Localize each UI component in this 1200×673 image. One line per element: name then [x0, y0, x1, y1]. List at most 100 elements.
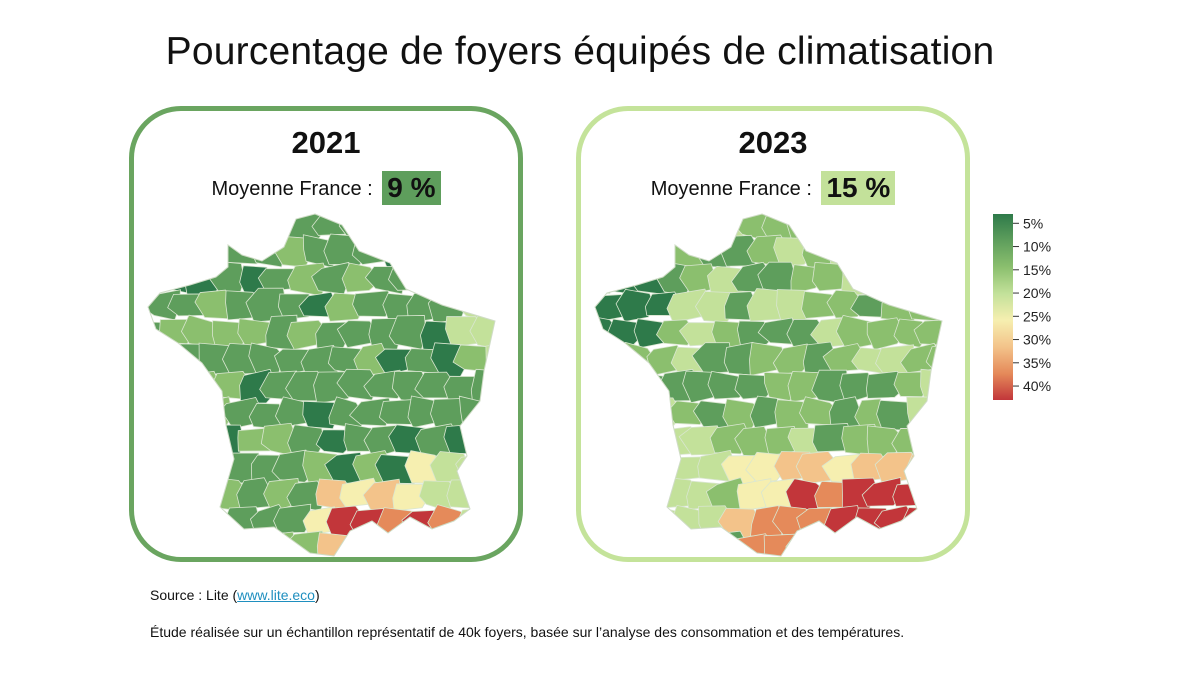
department-region	[155, 374, 195, 401]
department-region	[186, 214, 222, 240]
department-region	[855, 237, 893, 266]
department-region	[595, 425, 616, 457]
department-region	[929, 289, 942, 323]
department-region	[376, 507, 415, 536]
department-region	[194, 450, 233, 486]
department-region	[595, 214, 619, 241]
department-region	[861, 261, 902, 295]
year-label: 2023	[738, 125, 808, 160]
department-region	[682, 537, 721, 556]
department-region	[889, 214, 929, 239]
department-region	[419, 531, 455, 556]
department-region	[626, 534, 667, 556]
department-region	[259, 531, 297, 556]
department-region	[316, 532, 357, 556]
department-region	[469, 477, 495, 511]
department-region	[834, 534, 882, 556]
source-prefix: Source : Lite (	[150, 587, 238, 603]
department-region	[630, 214, 671, 241]
department-region	[273, 503, 312, 534]
color-legend: 5% 10% 15% 20% 25% 30% 35% 40%	[993, 214, 1051, 400]
department-region	[629, 423, 669, 456]
department-region	[605, 479, 644, 513]
department-region	[154, 477, 200, 511]
department-region	[915, 424, 942, 458]
department-region	[429, 451, 472, 484]
department-region	[442, 214, 483, 240]
department-region	[169, 504, 212, 536]
department-region	[606, 369, 646, 403]
source-link[interactable]: www.lite.eco	[237, 587, 315, 603]
department-region	[595, 265, 617, 294]
department-region	[480, 504, 495, 538]
department-region	[237, 214, 279, 240]
department-region	[391, 531, 430, 556]
department-region	[621, 450, 660, 482]
department-region	[891, 530, 930, 556]
department-region	[342, 532, 377, 556]
department-region	[468, 214, 495, 243]
department-region	[363, 214, 403, 236]
department-region	[380, 235, 421, 270]
department-region	[595, 531, 617, 556]
department-region	[918, 477, 942, 511]
department-region	[595, 398, 629, 430]
department-region	[219, 238, 261, 265]
department-region	[148, 396, 188, 424]
department-region	[606, 214, 646, 237]
panel-2023: 2023 Moyenne France : 15 %	[576, 106, 970, 562]
department-region	[186, 484, 226, 512]
department-region	[446, 479, 480, 509]
department-region	[617, 398, 657, 431]
department-region	[480, 292, 495, 317]
department-region	[416, 261, 455, 296]
department-region	[148, 453, 180, 483]
department-region	[659, 532, 696, 556]
average-row: Moyenne France : 15 %	[581, 171, 965, 205]
department-region	[595, 341, 631, 378]
legend-tick-label: 20%	[1023, 285, 1051, 301]
france-map-2023	[594, 213, 943, 557]
legend-color-bar	[993, 214, 1013, 400]
department-region	[932, 397, 942, 428]
department-region	[932, 238, 942, 268]
department-region	[813, 533, 855, 556]
department-region	[148, 429, 173, 458]
department-region	[861, 476, 902, 507]
department-region	[185, 422, 227, 457]
department-region	[443, 423, 481, 454]
legend-tick-label: 25%	[1023, 308, 1051, 324]
department-region	[630, 480, 667, 510]
department-region	[484, 452, 495, 485]
department-region	[873, 240, 917, 268]
department-region	[917, 533, 942, 556]
department-region	[595, 233, 631, 266]
department-region	[473, 536, 495, 556]
department-region	[366, 534, 406, 556]
department-region	[148, 374, 168, 404]
legend-tick-label: 10%	[1023, 239, 1051, 255]
department-region	[595, 505, 630, 537]
department-region	[615, 288, 656, 323]
department-region	[458, 395, 494, 431]
legend-tick-label: 5%	[1023, 215, 1043, 231]
department-region	[352, 290, 394, 318]
department-region	[621, 235, 659, 267]
department-region	[170, 456, 209, 479]
department-region	[891, 267, 932, 291]
department-region	[485, 341, 495, 377]
average-value: 15 %	[821, 171, 896, 205]
department-region	[919, 214, 942, 239]
page-title: Pourcentage de foyers équipés de climati…	[165, 30, 995, 73]
department-region	[156, 531, 197, 556]
department-region	[473, 265, 495, 296]
department-region	[469, 315, 495, 350]
average-value: 9 %	[382, 171, 441, 205]
department-region	[902, 233, 942, 270]
department-region	[927, 505, 942, 539]
department-region	[173, 235, 208, 267]
department-region	[595, 450, 631, 483]
department-region	[808, 214, 854, 236]
department-region	[920, 260, 942, 291]
department-region	[657, 214, 693, 243]
